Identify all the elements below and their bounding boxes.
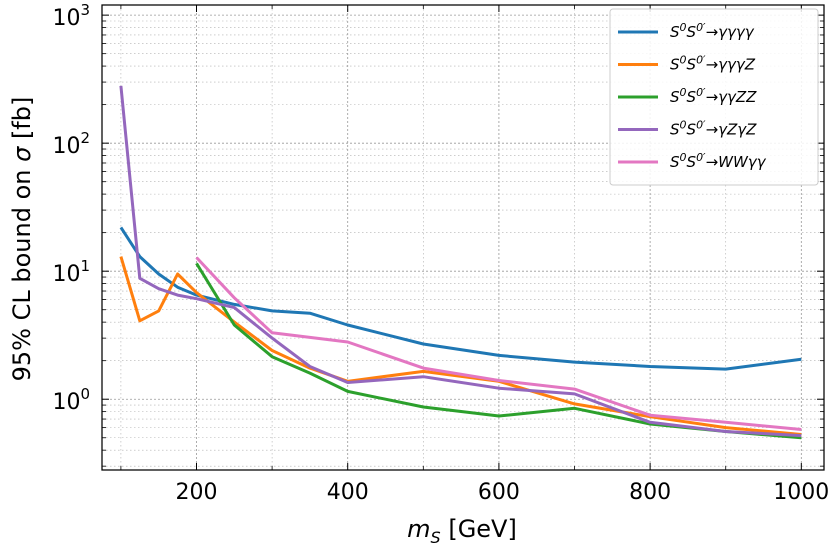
grid [102,5,824,470]
x-tick-label: 600 [478,480,520,505]
y-tick-label: 102 [52,129,90,159]
y-tick-label: 101 [52,257,90,287]
x-tick-label: 200 [176,480,218,505]
x-tick-label: 1000 [773,480,829,505]
legend-label: S0S0′→γγZZ [670,86,757,106]
series-line-1 [119,226,802,371]
x-axis-label-sub: S [431,528,441,547]
legend-label: S0S0′→γZγZ [670,119,757,139]
x-tick-label: 800 [629,480,671,505]
y-tick-label: 100 [52,385,90,415]
x-tick-label: 400 [327,480,369,505]
y-axis-tick-labels: 100 101 102 103 [52,1,90,415]
y-tick-label: 103 [52,1,90,31]
x-axis-label-main: m [407,515,430,543]
legend-label: S0S0′→γγγZ [670,54,756,74]
series-line-4 [119,85,802,438]
y-axis-label: 95% CL bound on σ [fb] [8,97,36,382]
y-axis-label-symbol: σ [8,146,36,162]
series-line-2 [119,256,802,436]
y-axis-label-unit: [fb] [8,97,36,147]
legend-label: S0S0′→WWγγ [670,151,767,171]
legend-label: S0S0′→γγγγ [670,21,755,41]
x-axis-label-unit: [GeV] [441,515,517,543]
series-line-5 [195,256,802,431]
y-axis-label-prefix: 95% CL bound on [8,162,36,381]
axis-ticks [102,5,824,470]
legend-box [609,8,819,186]
plot-area-frame [101,4,825,471]
x-axis-tick-labels: 200 400 600 800 1000 [176,480,830,505]
legend: S0S0′→γγγγ S0S0′→γγγZ S0S0′→γγZZ S0S0′→γZγZ… [609,8,819,186]
series-lines [119,85,802,440]
x-axis-label: mS [GeV] [407,515,517,547]
